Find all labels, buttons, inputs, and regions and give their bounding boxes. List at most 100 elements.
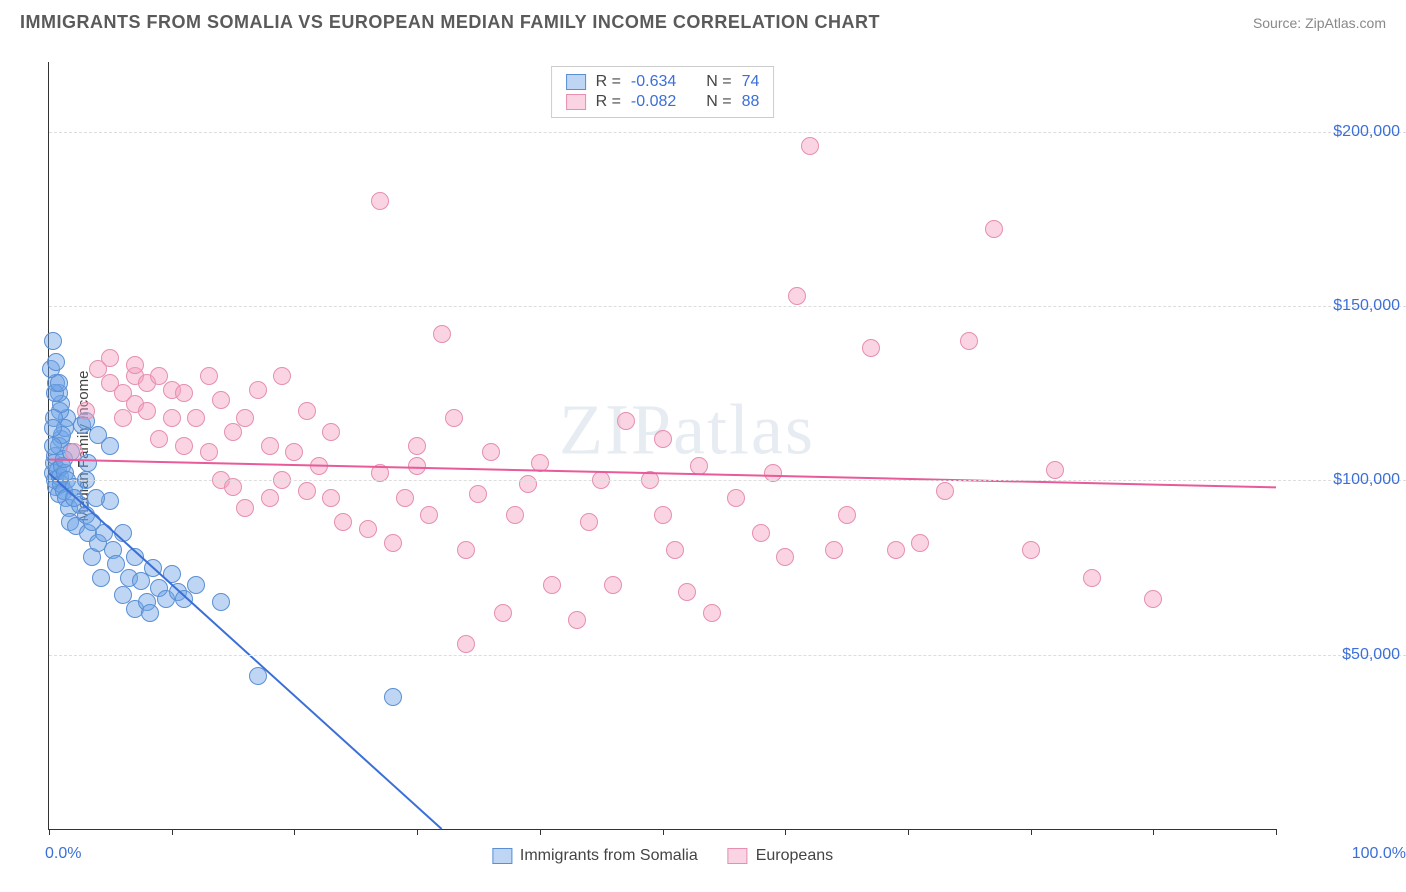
x-tick bbox=[1031, 829, 1032, 835]
europeans-point bbox=[261, 437, 279, 455]
europeans-point bbox=[985, 220, 1003, 238]
legend-swatch bbox=[492, 848, 512, 864]
europeans-point bbox=[310, 457, 328, 475]
r-value: -0.634 bbox=[631, 73, 676, 91]
x-tick bbox=[540, 829, 541, 835]
europeans-point bbox=[175, 384, 193, 402]
somalia-point bbox=[144, 559, 162, 577]
stats-row-somalia: R = -0.634 N = 74 bbox=[566, 72, 760, 92]
europeans-point bbox=[887, 541, 905, 559]
europeans-point bbox=[322, 489, 340, 507]
legend-label: Europeans bbox=[756, 847, 833, 865]
r-value: -0.082 bbox=[631, 93, 676, 111]
n-value: 88 bbox=[742, 93, 760, 111]
europeans-point bbox=[936, 482, 954, 500]
europeans-point bbox=[690, 457, 708, 475]
y-tick-label: $150,000 bbox=[1333, 297, 1400, 315]
europeans-point bbox=[101, 349, 119, 367]
y-tick-label: $100,000 bbox=[1333, 471, 1400, 489]
x-tick bbox=[908, 829, 909, 835]
somalia-point bbox=[95, 524, 113, 542]
somalia-point bbox=[79, 454, 97, 472]
europeans-point bbox=[298, 482, 316, 500]
europeans-point bbox=[666, 541, 684, 559]
europeans-point bbox=[77, 402, 95, 420]
x-tick bbox=[417, 829, 418, 835]
europeans-point bbox=[187, 409, 205, 427]
gridline bbox=[49, 306, 1406, 307]
somalia-point bbox=[141, 604, 159, 622]
europeans-point bbox=[175, 437, 193, 455]
europeans-point bbox=[519, 475, 537, 493]
r-label: R = bbox=[596, 73, 621, 91]
legend-item: Europeans bbox=[728, 847, 833, 865]
europeans-point bbox=[960, 332, 978, 350]
legend-label: Immigrants from Somalia bbox=[520, 847, 698, 865]
europeans-point bbox=[457, 541, 475, 559]
europeans-point bbox=[568, 611, 586, 629]
europeans-point bbox=[334, 513, 352, 531]
chart-plot-area: ZIPatlas R =-0.634N =74R =-0.082N =88 Im… bbox=[48, 62, 1276, 830]
europeans-point bbox=[776, 548, 794, 566]
gridline bbox=[49, 480, 1406, 481]
somalia-point bbox=[65, 489, 83, 507]
europeans-point bbox=[703, 604, 721, 622]
somalia-point bbox=[87, 489, 105, 507]
somalia-point bbox=[175, 590, 193, 608]
somalia-point bbox=[212, 593, 230, 611]
europeans-point bbox=[150, 430, 168, 448]
europeans-point bbox=[506, 506, 524, 524]
europeans-point bbox=[445, 409, 463, 427]
r-label: R = bbox=[596, 93, 621, 111]
europeans-point bbox=[752, 524, 770, 542]
y-tick-label: $200,000 bbox=[1333, 123, 1400, 141]
europeans-point bbox=[408, 437, 426, 455]
x-axis-min-label: 0.0% bbox=[45, 845, 81, 863]
chart-header: IMMIGRANTS FROM SOMALIA VS EUROPEAN MEDI… bbox=[0, 0, 1406, 41]
europeans-point bbox=[359, 520, 377, 538]
somalia-point bbox=[187, 576, 205, 594]
europeans-swatch bbox=[566, 94, 586, 110]
europeans-point bbox=[396, 489, 414, 507]
europeans-point bbox=[604, 576, 622, 594]
somalia-point bbox=[163, 565, 181, 583]
gridline bbox=[49, 655, 1406, 656]
europeans-point bbox=[371, 192, 389, 210]
somalia-point bbox=[101, 437, 119, 455]
europeans-point bbox=[838, 506, 856, 524]
europeans-point bbox=[801, 137, 819, 155]
europeans-point bbox=[825, 541, 843, 559]
n-value: 74 bbox=[742, 73, 760, 91]
europeans-point bbox=[469, 485, 487, 503]
europeans-point bbox=[249, 381, 267, 399]
somalia-point bbox=[132, 572, 150, 590]
x-tick bbox=[49, 829, 50, 835]
europeans-point bbox=[654, 506, 672, 524]
somalia-point bbox=[249, 667, 267, 685]
somalia-point bbox=[47, 353, 65, 371]
europeans-point bbox=[285, 443, 303, 461]
europeans-point bbox=[298, 402, 316, 420]
europeans-point bbox=[457, 635, 475, 653]
somalia-point bbox=[114, 524, 132, 542]
somalia-swatch bbox=[566, 74, 586, 90]
europeans-point bbox=[727, 489, 745, 507]
europeans-point bbox=[617, 412, 635, 430]
europeans-point bbox=[138, 402, 156, 420]
europeans-point bbox=[1046, 461, 1064, 479]
europeans-point bbox=[580, 513, 598, 531]
europeans-point bbox=[1022, 541, 1040, 559]
stats-box: R = -0.634 N = 74R = -0.082 N = 88 bbox=[551, 66, 775, 118]
n-label: N = bbox=[706, 73, 731, 91]
chart-legend: Immigrants from Somalia Europeans bbox=[492, 847, 833, 865]
x-axis-max-label: 100.0% bbox=[1352, 845, 1406, 863]
legend-item: Immigrants from Somalia bbox=[492, 847, 698, 865]
somalia-point bbox=[384, 688, 402, 706]
x-tick bbox=[785, 829, 786, 835]
europeans-point bbox=[384, 534, 402, 552]
europeans-point bbox=[420, 506, 438, 524]
x-tick bbox=[1153, 829, 1154, 835]
europeans-point bbox=[236, 499, 254, 517]
europeans-point bbox=[163, 409, 181, 427]
europeans-point bbox=[678, 583, 696, 601]
